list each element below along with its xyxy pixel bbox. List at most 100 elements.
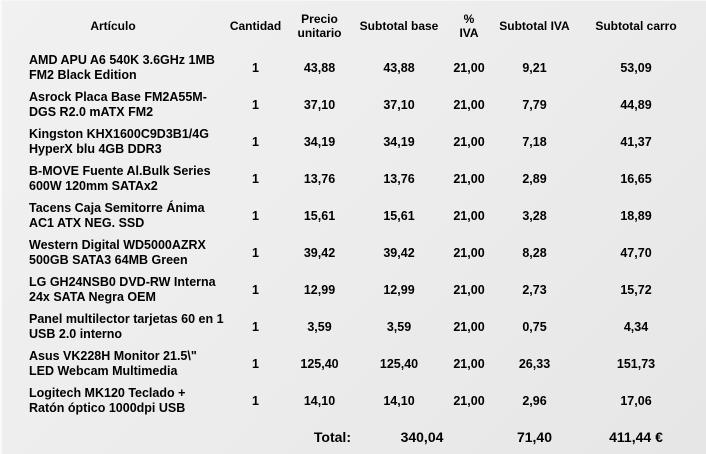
cantidad-cell: 1 <box>252 245 259 260</box>
table-row: Asus VK228H Monitor 21.5\" LED Webcam Mu… <box>2 345 695 382</box>
subtotal-iva-cell: 8,28 <box>522 245 547 260</box>
subtotal-carro-cell: 53,09 <box>620 60 652 75</box>
table-header: Artículo Cantidad Precio unitario Subtot… <box>2 1 695 49</box>
subtotal-base-cell: 14,10 <box>383 393 415 408</box>
subtotal-iva-cell: 0,75 <box>522 319 547 334</box>
precio-unitario-cell: 43,88 <box>303 60 336 75</box>
precio-unitario-cell: 125,40 <box>300 356 339 371</box>
cantidad-cell: 1 <box>252 282 259 297</box>
subtotal-base-cell: 3,59 <box>386 319 412 334</box>
cart-items-table: Artículo Cantidad Precio unitario Subtot… <box>2 1 695 454</box>
column-header-pct-iva: % IVA <box>459 12 479 40</box>
subtotal-base-cell: 125,40 <box>379 356 419 371</box>
subtotal-base-cell: 43,88 <box>383 60 415 75</box>
table-row: Logitech MK120 Teclado + Ratón óptico 10… <box>2 382 695 419</box>
pct-iva-cell: 21,00 <box>453 208 485 223</box>
subtotal-iva-cell: 2,89 <box>522 171 547 186</box>
total-subtotal-carro: 411,44 € <box>609 429 663 445</box>
table-row: Western Digital WD5000AZRX 500GB SATA3 6… <box>2 234 695 271</box>
subtotal-carro-cell: 18,89 <box>620 208 652 223</box>
header-row: Artículo Cantidad Precio unitario Subtot… <box>2 1 695 49</box>
precio-unitario-cell: 39,42 <box>303 245 336 260</box>
pct-iva-cell: 21,00 <box>453 97 485 112</box>
subtotal-base-cell: 37,10 <box>383 97 415 112</box>
articulo-cell: Asus VK228H Monitor 21.5\" LED Webcam Mu… <box>29 348 197 378</box>
pct-iva-cell: 21,00 <box>453 356 485 371</box>
precio-unitario-cell: 14,10 <box>303 393 336 408</box>
subtotal-iva-cell: 9,21 <box>522 60 547 75</box>
pct-iva-cell: 21,00 <box>453 393 485 408</box>
cantidad-cell: 1 <box>252 208 259 223</box>
subtotal-carro-cell: 15,72 <box>620 282 652 297</box>
column-header-subtotal-base: Subtotal base <box>359 19 439 33</box>
precio-unitario-cell: 13,76 <box>303 171 336 186</box>
cantidad-cell: 1 <box>252 171 259 186</box>
cantidad-cell: 1 <box>252 356 259 371</box>
column-header-cantidad: Cantidad <box>229 19 282 33</box>
total-label: Total: <box>313 429 351 445</box>
articulo-cell: LG GH24NSB0 DVD-RW Interna 24x SATA Negr… <box>29 274 216 304</box>
precio-unitario-cell: 37,10 <box>303 97 336 112</box>
table-row: LG GH24NSB0 DVD-RW Interna 24x SATA Negr… <box>2 271 695 308</box>
table-row: Kingston KHX1600C9D3B1/4G HyperX blu 4GB… <box>2 123 695 160</box>
subtotal-carro-cell: 4,34 <box>623 319 649 334</box>
pct-iva-cell: 21,00 <box>453 319 485 334</box>
articulo-cell: Panel multilector tarjetas 60 en 1 USB 2… <box>29 311 224 341</box>
table-row: Asrock Placa Base FM2A55M-DGS R2.0 mATX … <box>2 86 695 123</box>
articulo-cell: Asrock Placa Base FM2A55M-DGS R2.0 mATX … <box>29 89 207 119</box>
precio-unitario-cell: 12,99 <box>303 282 336 297</box>
articulo-cell: B-MOVE Fuente Al.Bulk Series 600W 120mm … <box>29 163 211 193</box>
subtotal-carro-cell: 44,89 <box>620 97 652 112</box>
total-subtotal-base: 340,04 <box>400 429 444 445</box>
cantidad-cell: 1 <box>252 60 259 75</box>
column-header-subtotal-iva: Subtotal IVA <box>499 19 570 33</box>
cantidad-cell: 1 <box>252 97 259 112</box>
table-body: AMD APU A6 540K 3.6GHz 1MB FM2 Black Edi… <box>2 49 695 419</box>
subtotal-carro-cell: 17,06 <box>620 393 652 408</box>
column-header-articulo: Artículo <box>90 19 136 33</box>
precio-unitario-cell: 15,61 <box>303 208 336 223</box>
subtotal-iva-cell: 2,73 <box>522 282 547 297</box>
subtotal-base-cell: 39,42 <box>383 245 415 260</box>
articulo-cell: Tacens Caja Semitorre Ánima AC1 ATX NEG.… <box>29 200 205 230</box>
subtotal-carro-cell: 47,70 <box>620 245 652 260</box>
subtotal-carro-cell: 41,37 <box>620 134 652 149</box>
pct-iva-cell: 21,00 <box>453 60 485 75</box>
table-row: AMD APU A6 540K 3.6GHz 1MB FM2 Black Edi… <box>2 49 695 86</box>
empty-cell <box>446 419 492 454</box>
subtotal-carro-cell: 16,65 <box>620 171 652 186</box>
pct-iva-cell: 21,00 <box>453 134 485 149</box>
cantidad-cell: 1 <box>252 319 259 334</box>
articulo-cell: AMD APU A6 540K 3.6GHz 1MB FM2 Black Edi… <box>29 52 215 82</box>
total-subtotal-iva: 71,40 <box>516 429 553 445</box>
subtotal-iva-cell: 2,96 <box>522 393 547 408</box>
subtotal-base-cell: 34,19 <box>383 134 415 149</box>
column-header-subtotal-carro: Subtotal carro <box>595 19 677 33</box>
empty-cell <box>224 419 287 454</box>
table-row: Tacens Caja Semitorre Ánima AC1 ATX NEG.… <box>2 197 695 234</box>
articulo-cell: Kingston KHX1600C9D3B1/4G HyperX blu 4GB… <box>29 126 209 156</box>
articulo-cell: Logitech MK120 Teclado + Ratón óptico 10… <box>29 385 186 415</box>
total-row: Total: 340,04 71,40 411,44 € <box>2 419 695 454</box>
pct-iva-cell: 21,00 <box>453 282 485 297</box>
precio-unitario-cell: 34,19 <box>303 134 336 149</box>
subtotal-base-cell: 12,99 <box>383 282 415 297</box>
precio-unitario-cell: 3,59 <box>307 319 332 334</box>
empty-cell <box>2 419 224 454</box>
subtotal-iva-cell: 7,18 <box>522 134 547 149</box>
pct-iva-cell: 21,00 <box>453 171 485 186</box>
subtotal-iva-cell: 3,28 <box>522 208 547 223</box>
subtotal-iva-cell: 7,79 <box>522 97 547 112</box>
table-footer: Total: 340,04 71,40 411,44 € <box>2 419 695 454</box>
table-row: Panel multilector tarjetas 60 en 1 USB 2… <box>2 308 695 345</box>
pct-iva-cell: 21,00 <box>453 245 485 260</box>
subtotal-base-cell: 15,61 <box>383 208 415 223</box>
articulo-cell: Western Digital WD5000AZRX 500GB SATA3 6… <box>29 237 206 267</box>
cantidad-cell: 1 <box>252 393 259 408</box>
subtotal-iva-cell: 26,33 <box>518 356 551 371</box>
table-row: B-MOVE Fuente Al.Bulk Series 600W 120mm … <box>2 160 695 197</box>
subtotal-carro-cell: 151,73 <box>616 356 656 371</box>
subtotal-base-cell: 13,76 <box>383 171 415 186</box>
column-header-precio-unitario: Precio unitario <box>297 12 342 40</box>
